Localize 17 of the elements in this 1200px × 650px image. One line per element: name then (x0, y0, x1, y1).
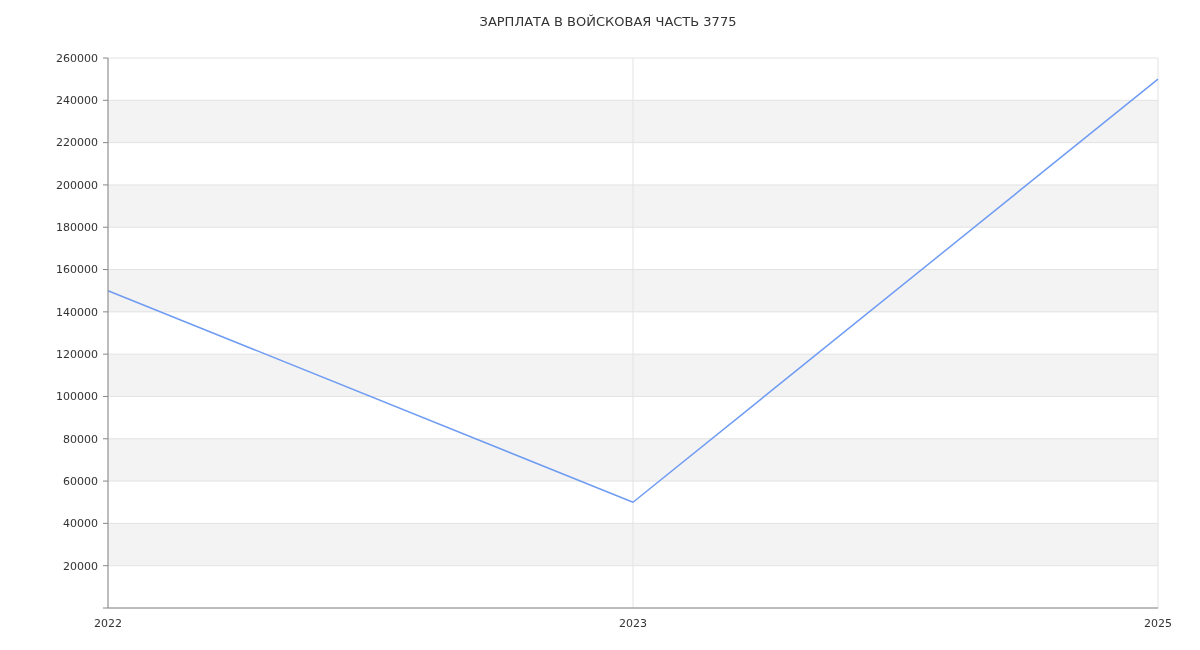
x-tick-label: 2022 (94, 617, 122, 630)
y-tick-label: 180000 (56, 221, 98, 235)
y-tick-label: 140000 (56, 305, 98, 319)
y-tick-label: 240000 (56, 94, 98, 108)
y-tick-label: 100000 (56, 390, 98, 404)
y-tick-label: 220000 (56, 136, 98, 150)
y-tick-label: 200000 (56, 178, 98, 192)
y-tick-label: 60000 (63, 474, 98, 488)
y-tick-label: 20000 (63, 559, 98, 573)
chart-title: ЗАРПЛАТА В ВОЙСКОВАЯ ЧАСТЬ 3775 (479, 14, 737, 29)
x-tick-label: 2023 (619, 617, 647, 630)
y-tick-label: 80000 (63, 432, 98, 446)
y-tick-label: 160000 (56, 263, 98, 277)
y-tick-label: 120000 (56, 348, 98, 361)
x-tick-label: 2025 (1144, 617, 1172, 630)
y-tick-label: 40000 (63, 517, 98, 531)
y-tick-label: 260000 (56, 51, 98, 65)
